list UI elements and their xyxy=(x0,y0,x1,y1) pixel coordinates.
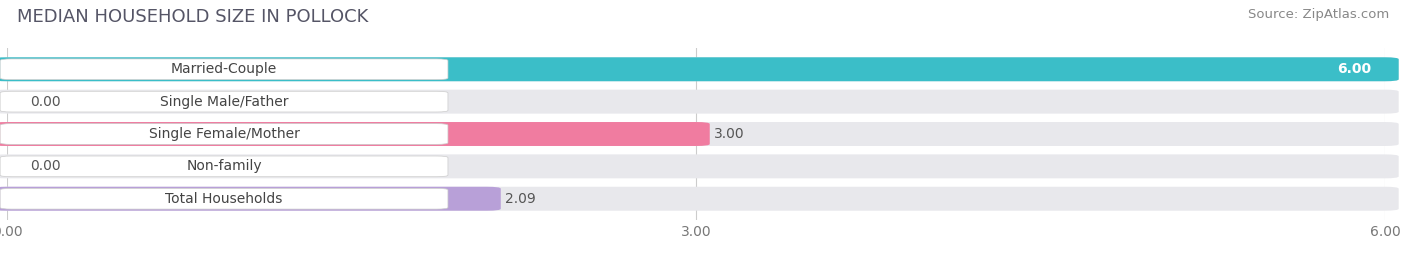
Text: 0.00: 0.00 xyxy=(30,95,60,109)
FancyBboxPatch shape xyxy=(0,57,1399,81)
FancyBboxPatch shape xyxy=(0,122,1399,146)
Text: Married-Couple: Married-Couple xyxy=(172,62,277,76)
FancyBboxPatch shape xyxy=(0,156,449,177)
FancyBboxPatch shape xyxy=(0,90,1399,114)
Text: Single Male/Father: Single Male/Father xyxy=(160,95,288,109)
FancyBboxPatch shape xyxy=(0,122,710,146)
FancyBboxPatch shape xyxy=(0,187,1399,211)
FancyBboxPatch shape xyxy=(0,59,449,80)
Text: Source: ZipAtlas.com: Source: ZipAtlas.com xyxy=(1249,8,1389,21)
FancyBboxPatch shape xyxy=(0,124,449,144)
Text: 3.00: 3.00 xyxy=(714,127,745,141)
FancyBboxPatch shape xyxy=(0,187,501,211)
FancyBboxPatch shape xyxy=(0,57,1399,81)
FancyBboxPatch shape xyxy=(0,91,449,112)
Text: 6.00: 6.00 xyxy=(1337,62,1371,76)
FancyBboxPatch shape xyxy=(0,188,449,209)
FancyBboxPatch shape xyxy=(0,154,1399,178)
Text: Single Female/Mother: Single Female/Mother xyxy=(149,127,299,141)
Text: MEDIAN HOUSEHOLD SIZE IN POLLOCK: MEDIAN HOUSEHOLD SIZE IN POLLOCK xyxy=(17,8,368,26)
Text: 2.09: 2.09 xyxy=(505,192,536,206)
Text: Total Households: Total Households xyxy=(166,192,283,206)
Text: 0.00: 0.00 xyxy=(30,159,60,173)
Text: Non-family: Non-family xyxy=(186,159,262,173)
